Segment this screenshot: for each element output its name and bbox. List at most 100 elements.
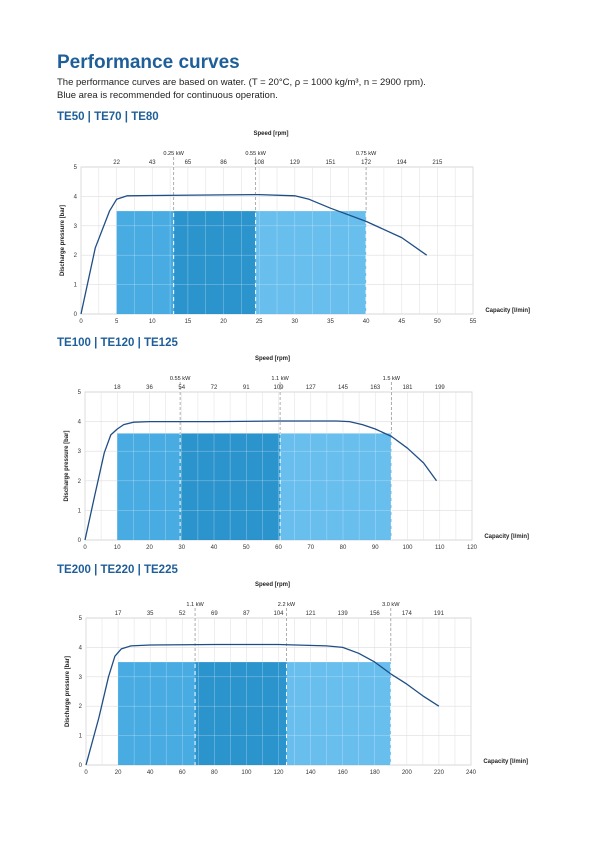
speed-tick-label: 199 <box>435 385 446 391</box>
page-title: Performance curves <box>57 52 240 73</box>
y-tick-label: 4 <box>79 645 83 651</box>
x-tick-label: 50 <box>243 545 250 551</box>
speed-tick-label: 17 <box>115 611 122 617</box>
x-tick-label: 35 <box>327 319 334 325</box>
intro-line-1: The performance curves are based on wate… <box>57 77 426 88</box>
y-tick-label: 5 <box>79 616 83 622</box>
y-tick-label: 4 <box>78 420 82 426</box>
x-tick-label: 90 <box>372 545 379 551</box>
speed-tick-label: 139 <box>338 611 349 617</box>
speed-tick-label: 72 <box>211 385 218 391</box>
x-axis-label: Capacity [l/min] <box>483 759 528 765</box>
operating-area-zone <box>195 662 287 765</box>
x-tick-label: 55 <box>470 319 477 325</box>
y-tick-label: 1 <box>79 734 83 740</box>
y-tick-label: 1 <box>74 283 78 289</box>
y-tick-label: 0 <box>78 538 82 544</box>
operating-area-zone <box>280 433 392 540</box>
x-tick-label: 10 <box>114 545 121 551</box>
speed-tick-label: 35 <box>147 611 154 617</box>
x-tick-label: 140 <box>306 770 317 776</box>
speed-axis-label: Speed [rpm] <box>255 582 290 588</box>
x-tick-label: 20 <box>115 770 122 776</box>
speed-tick-label: 22 <box>113 160 120 166</box>
power-marker-label: 1.1 kW <box>186 602 204 608</box>
y-axis-label: Discharge pressure [bar] <box>60 205 66 276</box>
y-tick-label: 3 <box>79 675 83 681</box>
x-tick-label: 110 <box>435 545 445 551</box>
speed-tick-label: 194 <box>397 160 408 166</box>
x-tick-label: 70 <box>307 545 314 551</box>
x-tick-label: 100 <box>402 545 413 551</box>
x-tick-label: 0 <box>83 545 87 551</box>
y-tick-label: 5 <box>78 390 82 396</box>
chart-te50: 0.25 kW 0.55 kW 0.75 kW0 5 10 15 20 25 30 35 40 45 5… <box>60 131 530 325</box>
y-tick-label: 2 <box>78 479 82 485</box>
operating-area-zone <box>173 211 256 314</box>
section-title-te200: TE200 | TE220 | TE225 <box>57 564 178 576</box>
power-marker-label: 1.5 kW <box>383 376 401 382</box>
speed-tick-label: 109 <box>273 385 284 391</box>
x-tick-label: 80 <box>340 545 347 551</box>
x-axis-label: Capacity [l/min] <box>485 308 530 314</box>
y-axis-label: Discharge pressure [bar] <box>65 656 71 727</box>
speed-tick-label: 156 <box>370 611 381 617</box>
speed-tick-label: 69 <box>211 611 218 617</box>
x-tick-label: 240 <box>466 770 477 776</box>
x-tick-label: 160 <box>338 770 349 776</box>
x-tick-label: 40 <box>147 770 154 776</box>
operating-area-zone <box>118 662 196 765</box>
section-title-te100: TE100 | TE120 | TE125 <box>57 337 178 349</box>
x-tick-label: 120 <box>273 770 284 776</box>
x-tick-label: 40 <box>363 319 370 325</box>
performance-curve <box>80 193 428 315</box>
power-marker-label: 0.75 kW <box>356 151 377 157</box>
speed-tick-label: 87 <box>243 611 250 617</box>
power-marker-label: 2.2 kW <box>278 602 296 608</box>
y-tick-label: 3 <box>78 449 82 455</box>
speed-tick-label: 174 <box>402 611 413 617</box>
y-tick-label: 2 <box>79 704 83 710</box>
power-marker-label: 1.1 kW <box>271 376 289 382</box>
x-tick-label: 25 <box>256 319 263 325</box>
x-tick-label: 200 <box>402 770 413 776</box>
x-tick-label: 45 <box>398 319 405 325</box>
x-tick-label: 180 <box>370 770 381 776</box>
x-tick-label: 80 <box>211 770 218 776</box>
speed-tick-label: 104 <box>273 611 284 617</box>
x-tick-label: 20 <box>146 545 153 551</box>
speed-tick-label: 43 <box>149 160 156 166</box>
chart-te100: 0.55 kW 1.1 kW 1.5 kW0 10 20 30 40 50 60 70 80 90 10… <box>64 356 529 551</box>
speed-tick-label: 86 <box>220 160 227 166</box>
y-tick-label: 3 <box>74 224 78 230</box>
x-tick-label: 40 <box>211 545 218 551</box>
operating-area-zone <box>286 662 391 765</box>
x-tick-label: 60 <box>275 545 282 551</box>
x-tick-label: 30 <box>178 545 185 551</box>
y-axis-label: Discharge pressure [bar] <box>64 430 70 501</box>
power-marker-label: 3.0 kW <box>382 602 400 608</box>
speed-tick-label: 65 <box>185 160 192 166</box>
speed-tick-label: 181 <box>402 385 413 391</box>
y-tick-label: 5 <box>74 165 78 171</box>
intro-line-2: Blue area is recommended for continuous … <box>57 89 278 101</box>
y-tick-label: 0 <box>74 312 78 318</box>
speed-tick-label: 121 <box>306 611 317 617</box>
x-tick-label: 220 <box>434 770 445 776</box>
x-tick-label: 15 <box>185 319 192 325</box>
speed-tick-label: 127 <box>306 385 317 391</box>
operating-area-zone <box>180 433 281 540</box>
speed-tick-label: 215 <box>432 160 443 166</box>
x-tick-label: 30 <box>291 319 298 325</box>
performance-curve <box>84 420 438 541</box>
performance-curve <box>85 643 440 766</box>
operating-area-zone <box>255 211 367 314</box>
chart-te200: 1.1 kW 2.2 kW 3.0 kW0 20 40 60 80 100 120 140 160 1… <box>65 582 528 776</box>
x-tick-label: 10 <box>149 319 156 325</box>
intro-text: The performance curves are based on wate… <box>57 77 426 102</box>
x-tick-label: 60 <box>179 770 186 776</box>
x-tick-label: 120 <box>467 545 478 551</box>
speed-tick-label: 54 <box>178 385 185 391</box>
x-tick-label: 0 <box>84 770 88 776</box>
power-marker-label: 0.55 kW <box>170 376 191 382</box>
